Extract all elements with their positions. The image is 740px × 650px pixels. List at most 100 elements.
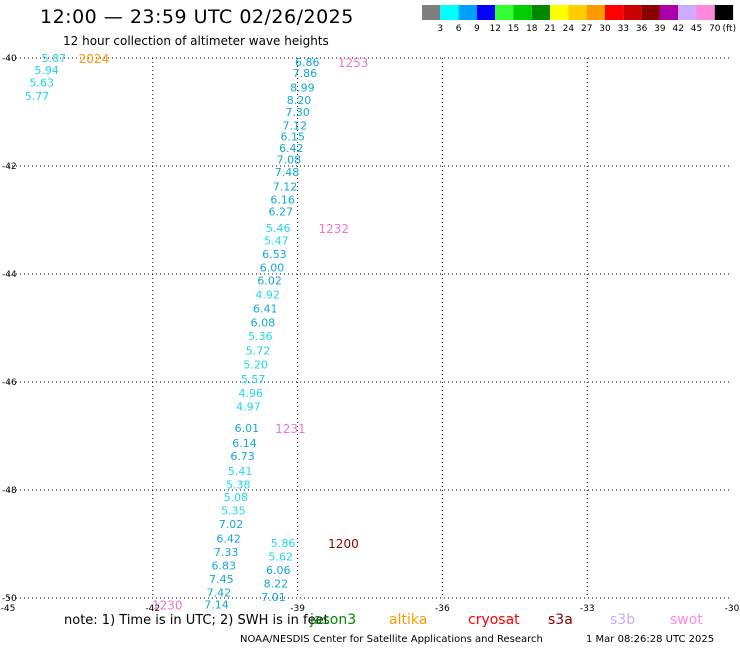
swh-value: 6.73	[230, 450, 255, 463]
swh-value: 6.42	[216, 533, 241, 546]
swh-value: 5.35	[221, 505, 246, 518]
swh-value: 7.12	[273, 181, 298, 194]
scale-tick-label: 39	[654, 24, 666, 34]
swh-value: 5.87	[42, 52, 67, 65]
scale-tick-label: 15	[508, 24, 519, 34]
swh-value: 5.20	[243, 359, 268, 372]
scale-tick-label: 45	[691, 24, 702, 34]
lon-tick-label: -39	[290, 604, 305, 612]
scale-tick-label: 24	[563, 24, 575, 34]
scale-tick-label: 30	[599, 24, 611, 34]
scale-swatch	[495, 5, 514, 20]
swh-value: 6.41	[253, 303, 278, 316]
time-label: 1253	[338, 56, 369, 70]
satellite-label: altika	[389, 612, 428, 628]
swh-value: 6.16	[270, 193, 295, 206]
lon-tick-label: -42	[145, 604, 160, 612]
lat-tick-label: -40	[2, 54, 17, 64]
lon-tick-label: -30	[725, 604, 740, 612]
time-label: 1232	[319, 222, 350, 236]
scale-swatch	[476, 5, 496, 20]
lat-tick-label: -46	[2, 378, 17, 388]
swh-value: 5.77	[25, 90, 50, 103]
swh-value: 5.41	[228, 465, 253, 478]
swh-value: 8.20	[287, 94, 312, 107]
satellite-label: jason3	[310, 612, 357, 628]
scale-swatch	[458, 5, 477, 20]
swh-value: 7.14	[204, 598, 229, 611]
time-label: 1230	[152, 598, 183, 612]
scale-swatch	[568, 5, 587, 20]
swh-value: 5.62	[268, 550, 293, 563]
swh-value: 7.30	[285, 106, 310, 119]
color-scale-legend: 3 6 9 12 15 18 21 24 27 30 33 36 39 42 45 70 (ft)	[422, 5, 737, 34]
scale-swatch	[440, 5, 459, 20]
track-south: 6.01 6.146.73 5.415.385.085.357.02 6.427.33…	[204, 422, 259, 612]
scale-swatch	[641, 5, 660, 20]
credit-line: NOAA/NESDIS Center for Satellite Applica…	[240, 634, 543, 645]
swh-value: 5.72	[246, 345, 271, 358]
scale-tick-label: 12	[489, 24, 500, 34]
lat-tick-label: -48	[2, 486, 17, 496]
swh-value: 6.86	[295, 56, 320, 69]
swh-value: 5.47	[264, 235, 289, 248]
swh-value: 7.42	[207, 587, 232, 600]
track-east: 6.867.868.998.207.307.126.156.427.087.48…	[236, 56, 319, 414]
scale-swatch	[586, 5, 605, 20]
swh-value: 8.99	[290, 82, 315, 95]
swh-value: 5.36	[248, 330, 273, 343]
satellite-label: s3b	[610, 612, 636, 628]
footer-note: note: 1) Time is in UTC; 2) SWH is in fe…	[64, 613, 329, 628]
lon-tick-label: -36	[435, 604, 450, 612]
scale-tick-label: 3	[437, 24, 443, 34]
swh-value: 7.01	[261, 591, 286, 604]
scale-tick-label: 33	[618, 24, 629, 34]
swh-value: 6.15	[281, 130, 306, 143]
time-label: 1200	[328, 537, 359, 551]
swh-value: 7.48	[275, 166, 300, 179]
scale-swatch	[623, 5, 642, 20]
scale-tick-label: 21	[544, 24, 555, 34]
swh-value: 6.27	[268, 205, 293, 218]
swh-value: 7.86	[293, 67, 318, 80]
lat-tick-label: -50	[2, 594, 17, 604]
swh-value: 7.12	[282, 120, 307, 133]
page-subtitle: 12 hour collection of altimeter wave hei…	[63, 34, 329, 48]
track-corner: 5.875.945.635.77	[25, 52, 66, 103]
wave-height-map: -45 -42 -39 -36 -33 -30 -40 -42 -44 -46 -48 -50 6.86…	[1, 52, 740, 612]
swh-value: 6.01	[235, 422, 260, 435]
swh-value: 5.46	[266, 222, 291, 235]
swh-value: 4.92	[255, 289, 280, 302]
swh-value: 6.14	[232, 437, 257, 450]
satellite-label: s3a	[548, 612, 573, 628]
lon-tick-label: -45	[1, 604, 16, 612]
generated-timestamp: 1 Mar 08:26:28 UTC 2025	[586, 634, 715, 645]
scale-swatch	[550, 5, 569, 20]
swh-value: 6.83	[212, 560, 237, 573]
scale-tick-label: 70	[709, 24, 721, 34]
swh-value: 6.02	[257, 274, 282, 287]
lat-tick-label: -44	[2, 270, 17, 280]
swh-value: 4.97	[236, 400, 261, 413]
scale-unit-label: (ft)	[723, 24, 737, 34]
scale-tick-label: 9	[474, 24, 480, 34]
swh-value: 4.96	[239, 387, 264, 400]
scale-tick-label: 18	[526, 24, 538, 34]
swh-value: 5.57	[241, 373, 266, 386]
swh-value: 7.33	[214, 546, 239, 559]
time-label: 2024	[79, 52, 110, 66]
scale-tick-label: 42	[672, 24, 683, 34]
page-title: 12:00 — 23:59 UTC 02/26/2025	[40, 6, 354, 28]
swh-value: 8.22	[264, 577, 289, 590]
scale-swatch	[531, 5, 551, 20]
swh-value: 5.38	[226, 479, 251, 492]
lat-tick-label: -42	[2, 162, 17, 172]
satellite-label: cryosat	[468, 612, 520, 628]
time-label: 1231	[275, 422, 306, 436]
swh-value: 7.08	[277, 154, 302, 167]
swh-value: 6.42	[279, 142, 304, 155]
swh-value: 6.00	[260, 262, 285, 275]
scale-swatch	[714, 5, 734, 20]
scale-swatch	[678, 5, 697, 20]
swh-value: 7.45	[209, 573, 234, 586]
